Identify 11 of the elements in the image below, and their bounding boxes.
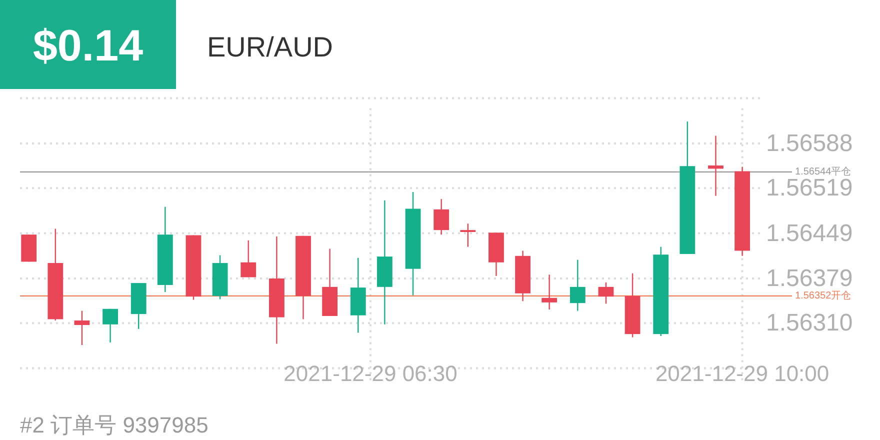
x-tick-label: 2021-12-29 06:30 — [284, 360, 458, 386]
x-tick-label: 2021-12-29 10:00 — [655, 360, 830, 386]
ref-line-label: 1.56544平仓 — [795, 165, 852, 178]
y-tick-label: 1.56588 — [766, 130, 853, 158]
y-tick-label: 1.56519 — [766, 174, 853, 202]
text: #2 订单号 9397985 — [20, 412, 208, 438]
chart-title: EUR/AUD — [207, 32, 334, 62]
text: $0.14 — [32, 22, 144, 70]
ref-line-label: 1.56352开仓 — [795, 289, 852, 302]
y-tick-label: 1.56310 — [766, 310, 853, 337]
y-tick-label: 1.56449 — [766, 220, 853, 247]
